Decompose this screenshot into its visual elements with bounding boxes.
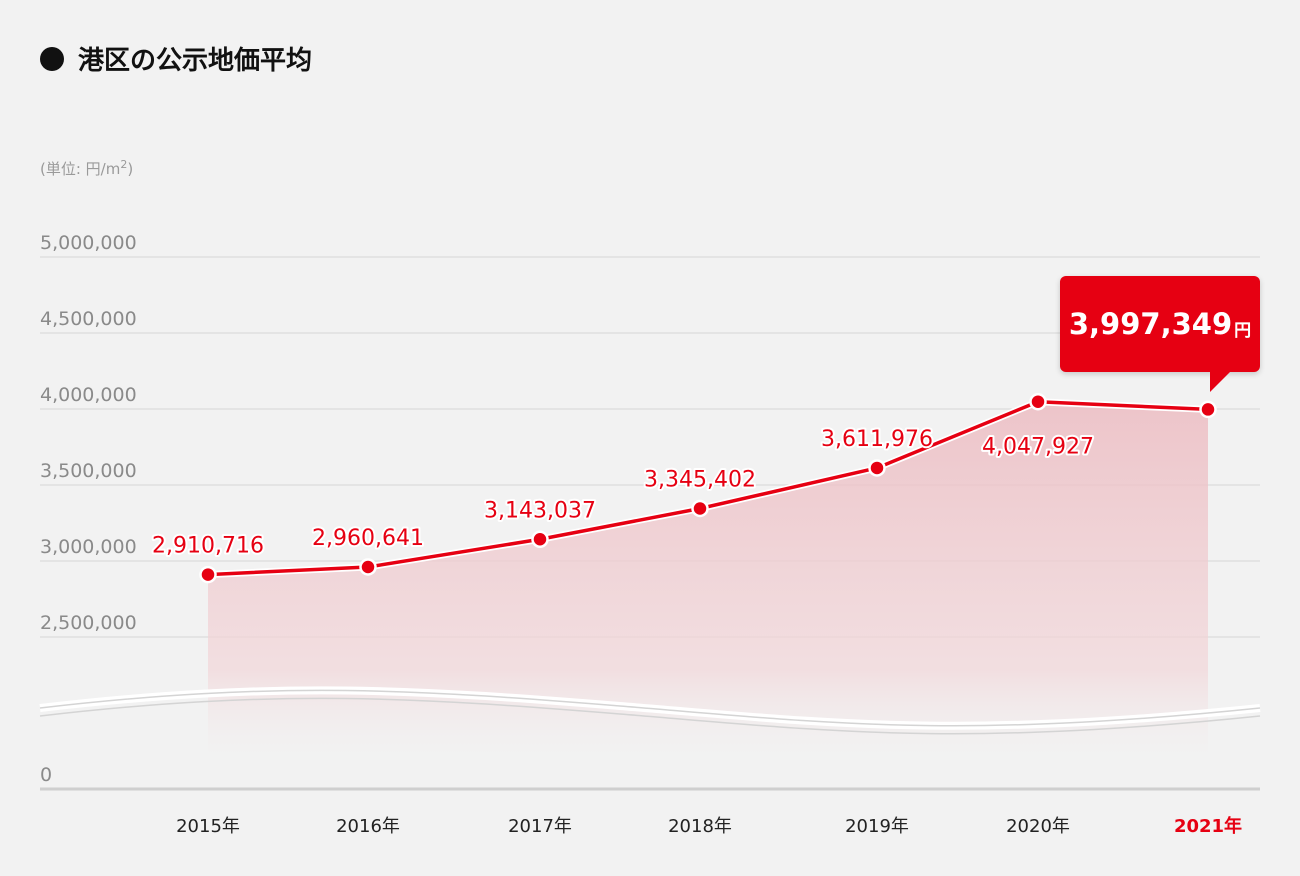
x-tick-label: 2015年	[176, 816, 240, 837]
y-tick-label: 0	[40, 764, 52, 786]
data-point	[1199, 400, 1217, 419]
y-tick-label: 2,500,000	[40, 612, 137, 634]
latest-value-callout: 3,997,349 円	[1060, 276, 1260, 392]
y-tick-label: 4,000,000	[40, 384, 137, 406]
callout-value: 3,997,349	[1068, 307, 1233, 341]
y-tick-label: 3,500,000	[40, 460, 137, 482]
x-tick-label: 2017年	[508, 816, 572, 837]
x-tick-label: 2016年	[336, 816, 400, 837]
x-tick-label: 2020年	[1006, 816, 1070, 837]
data-point	[868, 459, 886, 477]
data-point	[691, 499, 709, 518]
data-label: 3,345,402	[644, 467, 756, 492]
callout-unit: 円	[1234, 320, 1252, 341]
unit-label-close: )	[127, 160, 134, 178]
data-label: 3,143,037	[484, 498, 596, 523]
chart-title-text: 港区の公示地価平均	[78, 46, 313, 76]
bullet-icon	[40, 46, 64, 71]
x-tick-label: 2019年	[845, 816, 909, 837]
axis-break-line-lower	[39, 697, 1261, 735]
unit-label-sup: 2	[120, 158, 128, 171]
data-label: 2,910,716	[152, 534, 264, 559]
data-label: 4,047,927	[982, 435, 1094, 460]
y-tick-label: 3,000,000	[40, 536, 137, 558]
y-tick-label: 5,000,000	[40, 232, 137, 254]
axis-break-line-upper	[39, 689, 1261, 727]
x-tick-label: 2018年	[668, 816, 732, 837]
y-tick-label: 4,500,000	[40, 308, 137, 330]
data-point	[199, 565, 217, 584]
area-fill	[208, 401, 1208, 760]
data-point	[1029, 392, 1047, 411]
unit-label-text: (単位: 円/m	[40, 160, 121, 178]
chart-title: 港区の公示地価平均	[40, 40, 312, 77]
x-tick-label: 2021年	[1174, 815, 1242, 837]
data-point	[531, 530, 549, 549]
unit-label: (単位: 円/m2)	[40, 158, 133, 179]
data-label: 2,960,641	[312, 526, 424, 551]
data-label: 3,611,976	[821, 427, 933, 452]
data-point	[359, 558, 377, 576]
